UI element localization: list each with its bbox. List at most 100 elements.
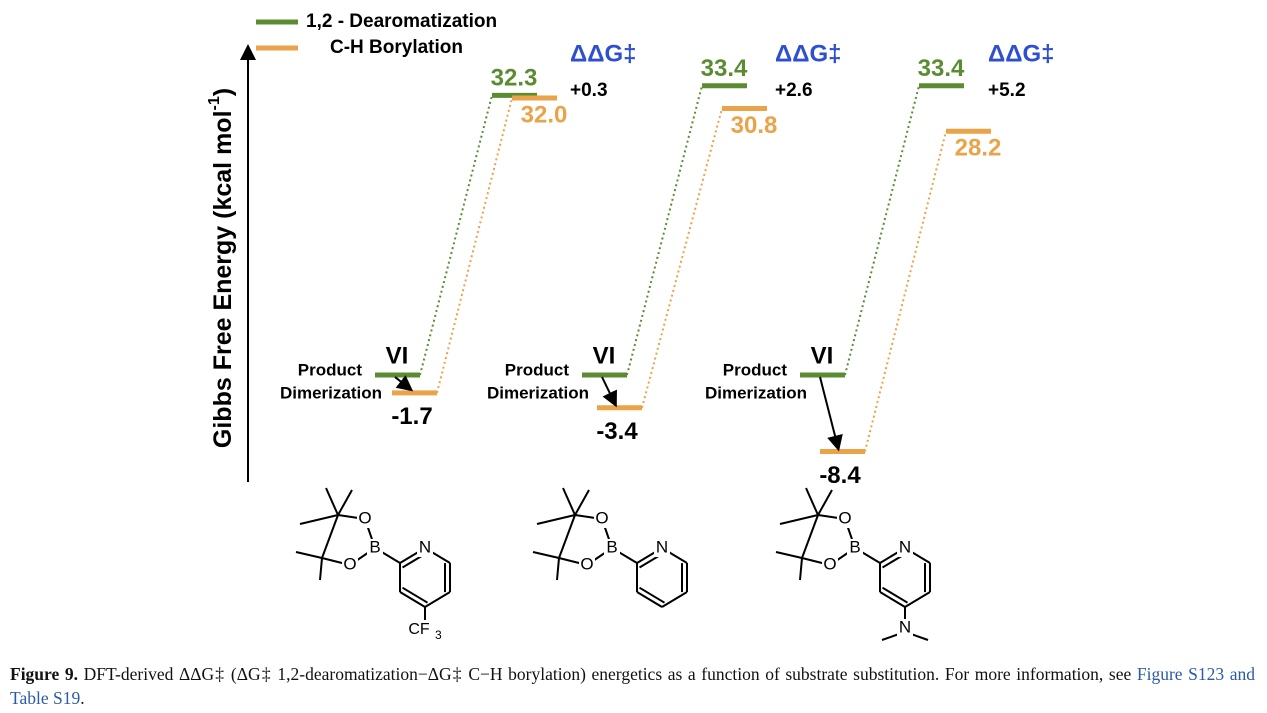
dimerization-arrow: [601, 376, 617, 408]
atom-label: O: [823, 554, 836, 573]
dimerization-arrow: [394, 375, 414, 392]
atom-label: N: [899, 537, 911, 556]
atom-label: O: [838, 508, 851, 527]
ts-dearom-value: 33.4: [701, 55, 748, 82]
bond: [556, 557, 560, 581]
atom-label: O: [580, 554, 593, 573]
product-value: -3.4: [596, 418, 638, 445]
bond: [805, 487, 819, 516]
atom-label: B: [606, 537, 617, 556]
bond: [879, 591, 906, 608]
atom-label: B: [849, 537, 860, 556]
energy-diagram: Gibbs Free Energy (kcal mol-1) 1,2 - Dea…: [206, 11, 1055, 642]
atom-bg: [367, 539, 383, 557]
product-label: Dimerization: [487, 383, 589, 402]
product-value: -1.7: [391, 403, 432, 430]
bond: [532, 551, 560, 559]
bond: [299, 514, 339, 525]
bond: [801, 514, 819, 559]
product-label: Product: [298, 360, 363, 379]
legend-label: C-H Borylation: [330, 37, 463, 58]
bond: [779, 514, 819, 525]
atom-label: N: [419, 537, 431, 556]
bond: [536, 514, 576, 525]
atom-bg: [654, 539, 670, 557]
atom-bg: [594, 510, 610, 528]
bond: [638, 586, 666, 604]
legend-label: 1,2 - Dearomatization: [306, 11, 497, 32]
atom-bg: [837, 510, 853, 528]
ts-boryl-value: 28.2: [955, 135, 1002, 162]
bond: [295, 551, 323, 559]
caption-end: .: [80, 688, 85, 708]
axis-label: Gibbs Free Energy (kcal mol-1): [206, 88, 236, 448]
ts-boryl-value: 30.8: [731, 112, 778, 139]
ts-dearom-value: 32.3: [491, 65, 538, 92]
bond: [817, 489, 833, 516]
caption-text: DFT-derived ΔΔG‡ (ΔG‡ 1,2-dearomatizatio…: [77, 664, 1137, 684]
bond: [325, 487, 339, 516]
substituent-sub: 3: [435, 628, 442, 642]
boryl-connector: [436, 97, 513, 394]
boryl-connector: [641, 108, 723, 409]
bond: [558, 514, 576, 559]
ts-boryl-value: 32.0: [521, 101, 568, 128]
bond: [775, 551, 803, 559]
bond: [661, 591, 688, 608]
atom-bg: [897, 619, 913, 637]
product-value: -8.4: [819, 462, 861, 489]
atom-label: O: [595, 508, 608, 527]
bond: [799, 557, 803, 581]
product-label: Dimerization: [280, 383, 382, 402]
atom-bg: [579, 556, 595, 574]
atom-bg: [822, 556, 838, 574]
atom-label: B: [369, 537, 380, 556]
bond: [574, 489, 590, 516]
atom-bg: [342, 556, 358, 574]
axis-label-sup: -1: [206, 96, 223, 110]
bond: [321, 514, 339, 559]
dearom-connector: [844, 85, 920, 376]
ts-dearom-value: 33.4: [918, 55, 965, 82]
product-label: Product: [505, 360, 570, 379]
substituent-label: CF: [408, 621, 430, 638]
axis-label-close: ): [209, 88, 237, 96]
axis-label-text: Gibbs Free Energy (kcal mol: [209, 110, 237, 448]
atom-bg: [417, 539, 433, 557]
atom-label: N: [656, 537, 668, 556]
bond: [399, 591, 426, 608]
ddg-value: +0.3: [570, 80, 608, 101]
boryl-connector: [864, 131, 947, 452]
atom-label: O: [358, 508, 371, 527]
product-label: Dimerization: [705, 383, 807, 402]
ddg-label: ΔΔG‡: [775, 40, 842, 67]
ddg-value: +5.2: [988, 80, 1026, 101]
product-label: Product: [723, 360, 788, 379]
ddg-label: ΔΔG‡: [988, 40, 1055, 67]
bond: [910, 633, 929, 641]
atom-bg: [604, 539, 620, 557]
dearom-connector: [626, 85, 703, 376]
ddg-label: ΔΔG‡: [570, 40, 637, 67]
substituent-label: N: [899, 617, 911, 636]
caption-label: Figure 9.: [10, 664, 78, 684]
bond: [904, 591, 931, 608]
atom-bg: [847, 539, 863, 557]
caption: Figure 9. DFT-derived ΔΔG‡ (ΔG‡ 1,2-dear…: [10, 662, 1255, 710]
bond: [424, 591, 451, 608]
dearom-connector: [419, 95, 493, 376]
dimerization-arrow: [819, 376, 843, 452]
bond: [881, 633, 900, 641]
bond: [337, 489, 353, 516]
intermediate-label: VI: [593, 342, 616, 369]
atom-bg: [357, 510, 373, 528]
bond: [636, 591, 663, 608]
bond: [881, 586, 909, 604]
atom-bg: [897, 539, 913, 557]
intermediate-label: VI: [811, 342, 834, 369]
intermediate-label: VI: [386, 342, 409, 369]
ddg-value: +2.6: [775, 80, 813, 101]
caption-link[interactable]: Figure S123 and Table S19: [10, 664, 1255, 708]
atom-label: O: [343, 554, 356, 573]
